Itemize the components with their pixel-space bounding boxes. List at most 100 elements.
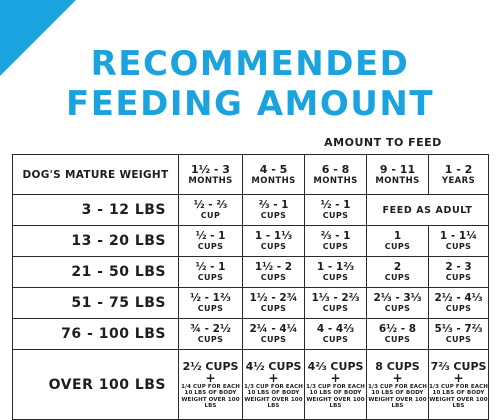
- plus-sign: +: [453, 370, 464, 385]
- age-unit: MONTHS: [188, 175, 233, 186]
- amount-unit: CUPS: [260, 211, 287, 220]
- amount-value: 1 - 1⅔: [316, 261, 355, 273]
- amount-unit: CUPS: [197, 335, 224, 344]
- amount-cell: 2½ CUPS +1/4 CUP FOR EACH 10 LBS OF BODY WE…: [178, 349, 243, 420]
- amount-value: ½ - 1: [320, 199, 351, 211]
- amount-value: ¾ - 2½: [190, 323, 231, 335]
- note-line: 10 LBS OF BODY: [371, 390, 424, 396]
- plus-sign: +: [330, 370, 341, 385]
- note-line: 1/3 CUP FOR EACH: [368, 383, 427, 390]
- amount-value: 2½ - 4⅓: [434, 292, 483, 304]
- plus-sign: +: [268, 370, 279, 385]
- amount-cell: 2 - 3 CUPS: [428, 256, 489, 288]
- note-line: WEIGHT OVER 100 LBS: [429, 396, 488, 410]
- table-row: 76 - 100 LBS ¾ - 2½ CUPS 2¼ - 4¼ CUPS 4 - …: [12, 318, 489, 350]
- amount-cell: 1⅓ - 2⅔ CUPS: [304, 287, 367, 319]
- note-line: 1/4 CUP FOR EACH: [181, 383, 240, 390]
- amount-cell: 1 - 1⅔ CUPS: [304, 256, 367, 288]
- amount-cell: ½ - 1⅔ CUPS: [178, 287, 243, 319]
- amount-value: 6½ - 8: [378, 323, 417, 335]
- amount-cell: 4 - 4⅔ CUPS: [304, 318, 367, 350]
- amount-cell: ½ - 1 CUPS: [178, 256, 243, 288]
- amount-value: 1 - 1¼: [439, 230, 478, 242]
- weight-cell: 51 - 75 LBS: [12, 287, 179, 319]
- amount-cell: ½ - 1 CUPS: [178, 225, 243, 257]
- amount-unit: CUPS: [445, 335, 472, 344]
- age-unit: MONTHS: [313, 175, 358, 186]
- note-line: 1/3 CUP FOR EACH: [306, 383, 365, 390]
- amount-value: 1½ - 2¾: [249, 292, 298, 304]
- amount-cell: 1 CUPS: [366, 225, 429, 257]
- amount-value: 4½ CUPS: [245, 359, 302, 373]
- amount-value: 7⅔ CUPS: [430, 359, 487, 373]
- amount-cell: 2¼ - 4¼ CUPS: [242, 318, 305, 350]
- note-line: WEIGHT OVER 100 LBS: [306, 396, 365, 410]
- amount-unit: CUPS: [260, 273, 287, 282]
- amount-unit: CUPS: [197, 273, 224, 282]
- amount-unit: CUPS: [384, 242, 411, 251]
- page-title-line2: FEEDING AMOUNT: [65, 84, 435, 124]
- amount-unit: CUPS: [197, 242, 224, 251]
- amount-value: 2: [393, 261, 402, 273]
- age-header: 9 - 11 MONTHS: [366, 154, 429, 195]
- amount-unit: CUPS: [260, 242, 287, 251]
- amount-value: 5⅓ - 7⅔: [434, 323, 483, 335]
- amount-cell: 2⅓ - 3⅓ CUPS: [366, 287, 429, 319]
- amount-unit: CUPS: [322, 211, 349, 220]
- table-row: 51 - 75 LBS ½ - 1⅔ CUPS 1½ - 2¾ CUPS 1⅓ - …: [12, 287, 489, 319]
- amount-unit: CUPS: [445, 242, 472, 251]
- note-line: 10 LBS OF BODY: [184, 390, 237, 396]
- weight-cell: 76 - 100 LBS: [12, 318, 179, 350]
- amount-cell: 5⅓ - 7⅔ CUPS: [428, 318, 489, 350]
- feeding-table: DOG'S MATURE WEIGHT 1½ - 3 MONTHS 4 - 5 MO…: [12, 154, 489, 420]
- amount-value: ⅔ - 1: [320, 230, 351, 242]
- age-range: 6 - 8: [321, 162, 350, 176]
- amount-value: 2 - 3: [445, 261, 472, 273]
- table-row: 21 - 50 LBS ½ - 1 CUPS 1½ - 2 CUPS 1 - 1⅔ C…: [12, 256, 489, 288]
- note-line: WEIGHT OVER 100 LBS: [244, 396, 303, 410]
- age-unit: MONTHS: [251, 175, 296, 186]
- corner-accent-triangle: [0, 0, 76, 76]
- amount-unit: CUPS: [322, 242, 349, 251]
- weight-cell: OVER 100 LBS: [12, 349, 179, 420]
- age-header: 6 - 8 MONTHS: [304, 154, 367, 195]
- amount-cell: 6½ - 8 CUPS: [366, 318, 429, 350]
- weight-cell: 13 - 20 LBS: [12, 225, 179, 257]
- amount-cell: 1 - 1⅓ CUPS: [242, 225, 305, 257]
- amount-cell: 7⅔ CUPS +1/3 CUP FOR EACH 10 LBS OF BODY WE…: [428, 349, 489, 420]
- amount-value: 1: [393, 230, 402, 242]
- weight-cell: 21 - 50 LBS: [12, 256, 179, 288]
- amount-value: ½ - 1⅔: [190, 292, 231, 304]
- amount-unit: CUPS: [322, 335, 349, 344]
- amount-unit: CUPS: [322, 273, 349, 282]
- amount-value: ½ - 1: [195, 261, 226, 273]
- note-line: 10 LBS OF BODY: [247, 390, 300, 396]
- amount-value: 1⅓ - 2⅔: [311, 292, 360, 304]
- amount-unit: CUPS: [384, 335, 411, 344]
- amount-cell: 4⅔ CUPS +1/3 CUP FOR EACH 10 LBS OF BODY WE…: [304, 349, 367, 420]
- amount-value: 4 - 4⅔: [316, 323, 355, 335]
- amount-value: 1 - 1⅓: [254, 230, 293, 242]
- age-range: 4 - 5: [259, 162, 288, 176]
- plus-sign: +: [205, 370, 216, 385]
- amount-value: 1½ - 2: [254, 261, 293, 273]
- amount-value: 2⅓ - 3⅓: [373, 292, 422, 304]
- amount-cell: 1½ - 2 CUPS: [242, 256, 305, 288]
- amount-cell: 2 CUPS: [366, 256, 429, 288]
- age-unit: YEARS: [441, 175, 476, 186]
- amount-unit: CUPS: [384, 273, 411, 282]
- note-line: 1/3 CUP FOR EACH: [429, 383, 488, 390]
- amount-cell: ¾ - 2½ CUPS: [178, 318, 243, 350]
- amount-cell: 2½ - 4⅓ CUPS: [428, 287, 489, 319]
- note-line: WEIGHT OVER 100 LBS: [181, 396, 240, 410]
- amount-unit: CUPS: [322, 304, 349, 313]
- amount-to-feed-heading: AMOUNT TO FEED: [324, 136, 442, 149]
- weight-column-header: DOG'S MATURE WEIGHT: [12, 154, 179, 195]
- amount-unit: CUPS: [260, 304, 287, 313]
- amount-value: 4⅔ CUPS: [307, 359, 364, 373]
- amount-unit: CUPS: [197, 304, 224, 313]
- amount-cell: 4½ CUPS +1/3 CUP FOR EACH 10 LBS OF BODY WE…: [242, 349, 305, 420]
- age-range: 1½ - 3: [191, 162, 230, 176]
- note-line: 10 LBS OF BODY: [432, 390, 485, 396]
- table-row: 13 - 20 LBS ½ - 1 CUPS 1 - 1⅓ CUPS ⅔ - 1 CU…: [12, 225, 489, 257]
